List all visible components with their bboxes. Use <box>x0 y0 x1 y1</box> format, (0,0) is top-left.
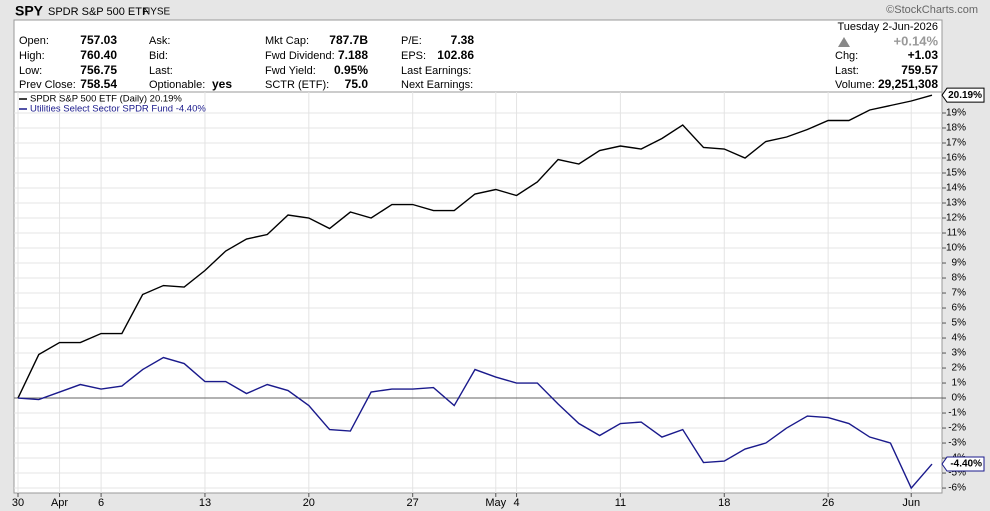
y-tick-label: -6% <box>948 483 966 494</box>
legend-entry: SPDR S&P 500 ETF (Daily) 20.19% <box>30 94 182 105</box>
y-tick-label: -1% <box>948 408 966 419</box>
y-tick-label: 14% <box>946 183 966 194</box>
field-label: Last: <box>149 65 173 77</box>
series-line <box>17 356 933 490</box>
field-value: 760.40 <box>80 48 117 62</box>
y-tick-label: 13% <box>946 198 966 209</box>
y-tick-label: 3% <box>952 348 967 359</box>
symbol: SPY <box>15 3 44 19</box>
field-label: Prev Close: <box>19 79 76 91</box>
y-tick-label: 15% <box>946 168 966 179</box>
plot-area <box>13 91 943 494</box>
field-label: Last: <box>835 65 859 77</box>
x-tick-label: 11 <box>615 497 626 509</box>
field-label: Open: <box>19 35 49 47</box>
field-value: 758.54 <box>80 77 117 91</box>
y-tick-label: 19% <box>946 108 966 119</box>
field-label: Chg: <box>835 50 858 62</box>
field-label: Ask: <box>149 35 170 47</box>
field-label: Next Earnings: <box>401 79 473 91</box>
y-tick-label: 7% <box>952 288 967 299</box>
x-tick-label: 4 <box>513 497 519 509</box>
y-tick-label: 10% <box>946 243 966 254</box>
credit: ©StockCharts.com <box>886 4 978 16</box>
y-tick-label: 12% <box>946 213 966 224</box>
field-label: Bid: <box>149 50 168 62</box>
y-tick-label: 18% <box>946 123 966 134</box>
x-tick-label: 13 <box>199 497 211 509</box>
field-label: Volume: <box>835 79 875 91</box>
x-tick-label: 20 <box>303 497 315 509</box>
x-tick-label: Apr <box>51 497 68 509</box>
field-value: 0.95% <box>334 63 368 77</box>
field-label: Low: <box>19 65 42 77</box>
x-tick-label: 27 <box>407 497 419 509</box>
field-value: 7.188 <box>338 48 368 62</box>
field-value: +1.03 <box>908 48 939 62</box>
y-tick-label: -3% <box>948 438 966 449</box>
field-value: 29,251,308 <box>878 77 938 91</box>
field-value: yes <box>212 77 232 91</box>
field-value: 757.03 <box>80 33 117 47</box>
y-tick-label: 0% <box>952 393 967 404</box>
field-label: SCTR (ETF): <box>265 79 329 91</box>
y-tick-label: 6% <box>952 303 967 314</box>
date: Tuesday 2-Jun-2026 <box>838 21 939 33</box>
security-name: SPDR S&P 500 ETF <box>48 6 149 18</box>
y-tick-label: -5% <box>948 468 966 479</box>
header-box <box>13 19 943 93</box>
field-value: 787.7B <box>329 33 368 47</box>
field-label: Fwd Yield: <box>265 65 316 77</box>
y-tick-label: 9% <box>952 258 967 269</box>
field-value: 756.75 <box>80 63 117 77</box>
up-arrow <box>838 37 850 47</box>
y-tick-label: 2% <box>952 363 967 374</box>
field-value: 75.0 <box>345 77 369 91</box>
legend-entry: Utilities Select Sector SPDR Fund -4.40% <box>30 104 206 115</box>
field-label: Fwd Dividend: <box>265 50 335 62</box>
y-tick-label: -2% <box>948 423 966 434</box>
field-label: EPS: <box>401 50 426 62</box>
field-label: Mkt Cap: <box>265 35 309 47</box>
series-line <box>17 94 933 399</box>
field-value: 759.57 <box>901 63 938 77</box>
value-label-box <box>941 87 985 103</box>
field-value: 7.38 <box>451 33 475 47</box>
y-tick-label: 16% <box>946 153 966 164</box>
x-tick-label: 6 <box>98 497 104 509</box>
y-tick-label: 4% <box>952 333 967 344</box>
exchange: NYSE <box>143 7 171 18</box>
x-tick-label: 30 <box>12 497 24 509</box>
value-label: 20.19% <box>948 90 982 101</box>
y-tick-label: 17% <box>946 138 966 149</box>
field-label: High: <box>19 50 45 62</box>
field-label: Optionable: <box>149 79 205 91</box>
x-tick-label: 18 <box>718 497 730 509</box>
x-tick-label: May <box>485 497 506 509</box>
y-tick-label: 5% <box>952 318 967 329</box>
field-label: Last Earnings: <box>401 65 471 77</box>
value-label: -4.40% <box>950 459 982 470</box>
field-value: 102.86 <box>437 48 474 62</box>
y-tick-label: 8% <box>952 273 967 284</box>
y-tick-label: 1% <box>952 378 967 389</box>
field-label: P/E: <box>401 35 422 47</box>
change-pct: +0.14% <box>894 33 939 48</box>
y-tick-label: 11% <box>947 228 966 239</box>
x-tick-label: Jun <box>902 497 920 509</box>
x-tick-label: 26 <box>822 497 834 509</box>
value-label-box <box>941 456 985 472</box>
